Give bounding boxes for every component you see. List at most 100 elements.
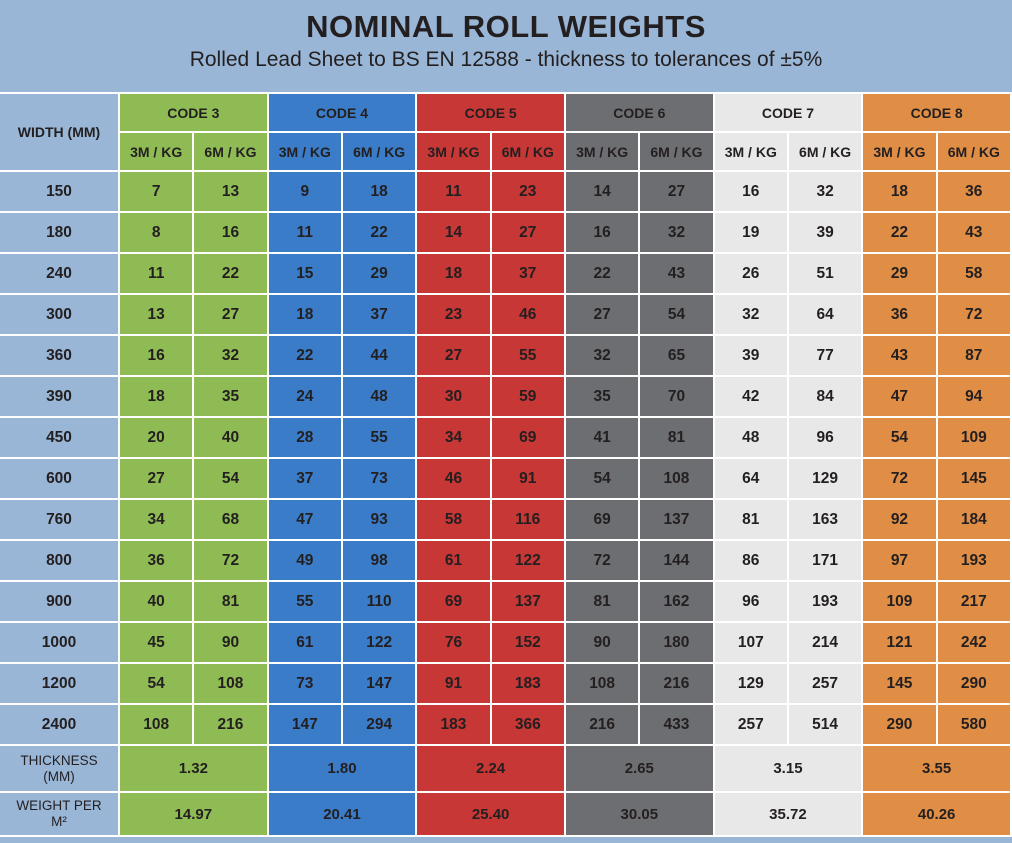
width-cell: 760 — [0, 498, 120, 541]
table-row: 600 27 54 37 73 46 91 54 108 64 129 72 145 — [0, 457, 1012, 500]
weight-cell: 35 — [563, 375, 641, 418]
weight-cell: 40 — [117, 580, 195, 623]
weight-cell: 32 — [638, 211, 715, 254]
weight-cell: 64 — [786, 293, 864, 336]
weight-cell: 47 — [266, 498, 343, 541]
weight-cell: 48 — [340, 375, 418, 418]
weight-cell: 108 — [638, 457, 715, 500]
weight-cell: 48 — [712, 416, 789, 459]
weight-cell: 19 — [712, 211, 789, 254]
table-row: 760 34 68 47 93 58 116 69 137 81 163 92 184 — [0, 498, 1012, 541]
weight-cell: 37 — [489, 252, 566, 295]
weight-cell: 24 — [266, 375, 343, 418]
code-header: CODE 4 — [266, 92, 418, 133]
weight-cell: 122 — [489, 539, 566, 582]
weight-cell: 193 — [935, 539, 1012, 582]
width-cell: 450 — [0, 416, 120, 459]
weight-cell: 147 — [340, 662, 418, 705]
weight-cell: 77 — [786, 334, 864, 377]
weight-cell: 58 — [415, 498, 492, 541]
weight-cell: 433 — [638, 703, 715, 746]
weight-cell: 54 — [861, 416, 938, 459]
weight-cell: 47 — [861, 375, 938, 418]
weight-cell: 27 — [117, 457, 195, 500]
weight-cell: 58 — [935, 252, 1012, 295]
weight-cell: 40 — [192, 416, 269, 459]
weight-cell: 51 — [786, 252, 864, 295]
width-cell: 180 — [0, 211, 120, 254]
weight-per-m2-row-value: 20.41 — [266, 791, 418, 837]
table-row: 150 7 13 9 18 11 23 14 27 16 32 18 36 — [0, 170, 1012, 213]
weight-cell: 36 — [117, 539, 195, 582]
unit-header: 3M / KG — [712, 131, 789, 172]
weight-cell: 27 — [489, 211, 566, 254]
weight-cell: 137 — [638, 498, 715, 541]
weight-per-m2-row-value: 14.97 — [118, 791, 269, 837]
weight-cell: 18 — [861, 170, 938, 213]
weight-cell: 216 — [563, 703, 641, 746]
weight-cell: 69 — [563, 498, 641, 541]
weight-cell: 13 — [192, 170, 269, 213]
roll-weights-table: WIDTH (MM) CODE 3 CODE 4 CODE 5 CODE 6 CODE … — [0, 92, 1012, 837]
weight-cell: 108 — [192, 662, 269, 705]
width-cell: 900 — [0, 580, 120, 623]
weight-cell: 7 — [117, 170, 195, 213]
weight-per-m2-row-value: 35.72 — [712, 791, 864, 837]
weight-cell: 214 — [786, 621, 864, 664]
weight-cell: 43 — [861, 334, 938, 377]
weight-cell: 22 — [861, 211, 938, 254]
weight-cell: 121 — [861, 621, 938, 664]
table-row: 300 13 27 18 37 23 46 27 54 32 64 36 72 — [0, 293, 1012, 336]
weight-cell: 72 — [192, 539, 269, 582]
weight-cell: 81 — [192, 580, 269, 623]
weight-cell: 90 — [563, 621, 641, 664]
width-cell: 800 — [0, 539, 120, 582]
weight-cell: 129 — [786, 457, 864, 500]
weight-cell: 108 — [563, 662, 641, 705]
unit-header: 6M / KG — [786, 131, 864, 172]
weight-cell: 122 — [340, 621, 418, 664]
weight-cell: 81 — [638, 416, 715, 459]
weight-cell: 109 — [861, 580, 938, 623]
weight-cell: 68 — [192, 498, 269, 541]
weight-cell: 96 — [786, 416, 864, 459]
label-line: THICKNESS — [20, 752, 98, 768]
thickness-row-value: 2.24 — [415, 744, 566, 793]
weight-per-m2-row-value: 30.05 — [563, 791, 715, 837]
weight-cell: 81 — [563, 580, 641, 623]
weight-cell: 27 — [415, 334, 492, 377]
weight-cell: 55 — [340, 416, 418, 459]
weight-cell: 92 — [861, 498, 938, 541]
width-cell: 2400 — [0, 703, 120, 746]
unit-header: 3M / KG — [563, 131, 641, 172]
width-cell: 300 — [0, 293, 120, 336]
weight-cell: 18 — [415, 252, 492, 295]
width-cell: 360 — [0, 334, 120, 377]
weight-cell: 84 — [786, 375, 864, 418]
weight-cell: 45 — [117, 621, 195, 664]
weight-cell: 37 — [340, 293, 418, 336]
thickness-row-value: 1.80 — [266, 744, 418, 793]
table-row: 180 8 16 11 22 14 27 16 32 19 39 22 43 — [0, 211, 1012, 254]
weight-cell: 9 — [266, 170, 343, 213]
table-row: 240 11 22 15 29 18 37 22 43 26 51 29 58 — [0, 252, 1012, 295]
weight-per-m2-row-value: 40.26 — [861, 791, 1012, 837]
weight-cell: 22 — [340, 211, 418, 254]
table-row: 2400 108 216 147 294 183 366 216 433 257 514 290 580 — [0, 703, 1012, 746]
weight-cell: 91 — [415, 662, 492, 705]
weight-cell: 43 — [638, 252, 715, 295]
weight-per-m2-row: WEIGHT PER M² 14.97 20.41 25.40 30.05 35.72 40.… — [0, 791, 1012, 837]
weight-cell: 11 — [415, 170, 492, 213]
weight-cell: 193 — [786, 580, 864, 623]
weight-cell: 8 — [117, 211, 195, 254]
weight-cell: 61 — [266, 621, 343, 664]
weight-cell: 98 — [340, 539, 418, 582]
weight-cell: 110 — [340, 580, 418, 623]
weight-cell: 163 — [786, 498, 864, 541]
label-line: M² — [51, 814, 67, 829]
code-header: CODE 3 — [118, 92, 269, 133]
weight-cell: 87 — [935, 334, 1012, 377]
weight-cell: 183 — [489, 662, 566, 705]
weight-cell: 22 — [192, 252, 269, 295]
weight-cell: 27 — [192, 293, 269, 336]
